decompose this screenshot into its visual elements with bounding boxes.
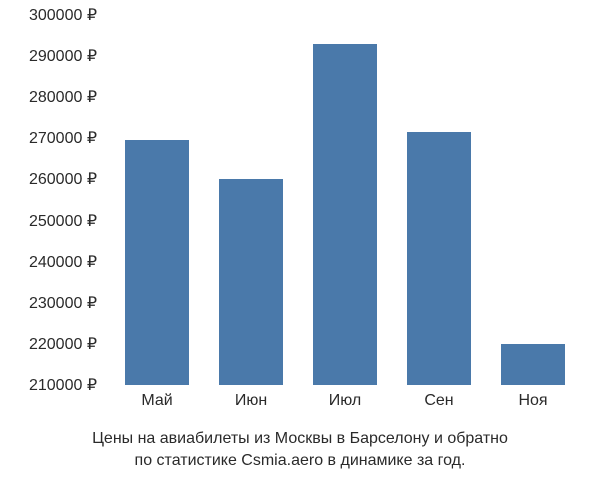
y-tick-label: 260000 ₽ — [29, 169, 97, 189]
y-tick-label: 230000 ₽ — [29, 293, 97, 313]
y-tick-label: 280000 ₽ — [29, 87, 97, 107]
x-tick-label: Сен — [424, 392, 453, 410]
x-tick-label: Июн — [235, 392, 267, 410]
bar — [313, 44, 377, 385]
bar — [407, 132, 471, 385]
y-tick-label: 220000 ₽ — [29, 334, 97, 354]
x-axis: Май Июн Июл Сен Ноя — [110, 392, 580, 417]
plot-area — [110, 15, 580, 385]
x-tick-label: Май — [141, 392, 172, 410]
y-tick-label: 240000 ₽ — [29, 252, 97, 272]
y-tick-label: 290000 ₽ — [29, 46, 97, 66]
bar — [501, 344, 565, 385]
x-tick-label: Июл — [329, 392, 361, 410]
y-tick-label: 210000 ₽ — [29, 375, 97, 395]
y-axis: 210000 ₽220000 ₽230000 ₽240000 ₽250000 ₽… — [0, 15, 105, 385]
chart-container: 210000 ₽ 220000 ₽ 230000 ₽ 240000 ₽ 250000 ₽… — [0, 0, 600, 500]
bar — [125, 140, 189, 385]
chart-caption: Цены на авиабилеты из Москвы в Барселону… — [0, 428, 600, 473]
bar — [219, 179, 283, 385]
y-tick-label: 270000 ₽ — [29, 128, 97, 148]
caption-line-1: Цены на авиабилеты из Москвы в Барселону… — [92, 430, 508, 447]
caption-line-2: по статистике Csmia.aero в динамике за г… — [135, 452, 466, 469]
x-tick-label: Ноя — [518, 392, 547, 410]
y-tick-label: 250000 ₽ — [29, 211, 97, 231]
y-tick-label: 300000 ₽ — [29, 5, 97, 25]
